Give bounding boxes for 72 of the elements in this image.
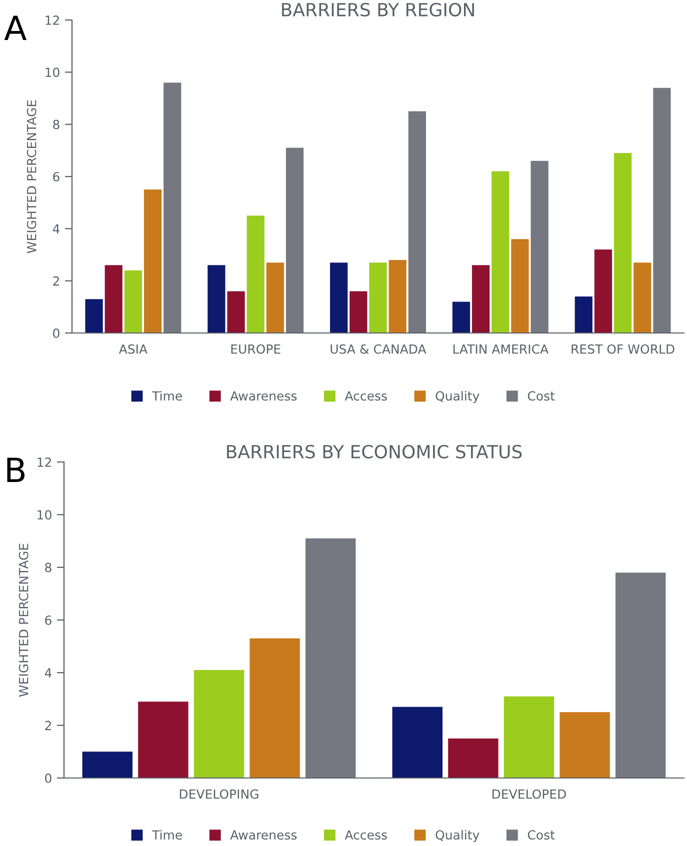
- x-tick-label: DEVELOPED: [492, 789, 566, 799]
- x-tick-label: LATIN AMERICA: [453, 344, 548, 354]
- bar: [574, 296, 592, 333]
- text: A: [4, 16, 27, 40]
- bar: [388, 260, 406, 333]
- legend-label: Cost: [528, 830, 555, 840]
- y-tick-label: 8: [53, 120, 60, 130]
- bar: [452, 302, 470, 333]
- bar: [124, 270, 142, 333]
- legend-label: Quality: [436, 390, 480, 404]
- y-tick-label: 12: [46, 15, 59, 25]
- x-tick-label: USA & CANADA: [330, 344, 426, 354]
- bar: [615, 572, 666, 778]
- y-axis-title: WEIGHTED PERCENTAGE: [18, 544, 28, 697]
- bar: [305, 538, 356, 778]
- legend-label: Awareness: [230, 391, 297, 401]
- y-axis-title: WEIGHTED PERCENTAGE: [26, 100, 36, 254]
- bar: [208, 265, 226, 333]
- legend-label: Access: [344, 391, 387, 401]
- bar: [594, 250, 612, 333]
- bar: [614, 153, 632, 333]
- bar: [144, 190, 162, 333]
- bar: [511, 239, 529, 333]
- y-tick-label: 6: [53, 172, 60, 182]
- y-tick-label: 6: [45, 615, 52, 625]
- bar: [104, 265, 122, 333]
- bar: [164, 82, 182, 333]
- bar: [227, 291, 245, 333]
- bar: [472, 265, 490, 333]
- bar: [138, 702, 188, 778]
- bar: [408, 111, 426, 333]
- bar: [504, 696, 554, 778]
- x-tick-label: DEVELOPING: [180, 789, 258, 799]
- y-tick-label: 2: [45, 720, 51, 730]
- bar: [250, 638, 300, 778]
- y-tick-label: 0: [45, 773, 52, 783]
- bar: [560, 712, 610, 778]
- bar: [286, 148, 304, 333]
- y-tick-label: 0: [53, 328, 60, 338]
- legend-label: Time: [152, 830, 182, 840]
- y-tick-label: 12: [38, 457, 51, 467]
- legend-label: Time: [152, 390, 182, 401]
- legend-label: Awareness: [230, 830, 297, 840]
- bar: [634, 262, 652, 333]
- bar: [392, 706, 443, 778]
- bar: [530, 160, 548, 333]
- legend-label: Quality: [436, 830, 480, 842]
- x-tick-label: ASIA: [118, 344, 148, 354]
- y-tick-label: 2: [53, 276, 59, 286]
- bar: [350, 291, 368, 333]
- x-tick-label: REST OF WORLD: [572, 344, 674, 354]
- bar: [266, 262, 284, 333]
- bar: [246, 216, 264, 333]
- bar: [330, 262, 348, 333]
- bar: [85, 299, 103, 333]
- chart-title: BARRIERS BY ECONOMIC STATUS: [227, 444, 522, 458]
- bar: [194, 670, 244, 778]
- text: B: [7, 458, 25, 482]
- bar: [369, 262, 387, 333]
- bar: [492, 171, 510, 333]
- x-tick-label: EUROPE: [231, 344, 280, 354]
- y-tick-label: 10: [46, 68, 60, 78]
- legend-label: Cost: [528, 391, 555, 401]
- chart-title: BARRIERS BY REGION: [282, 2, 474, 16]
- bar: [448, 738, 498, 778]
- y-tick-label: 8: [45, 562, 52, 572]
- y-tick-label: 4: [52, 224, 60, 234]
- bar: [653, 88, 671, 333]
- y-tick-label: 4: [44, 668, 52, 678]
- y-tick-label: 10: [38, 510, 52, 520]
- legend-label: Access: [344, 830, 387, 840]
- bar: [82, 752, 133, 778]
